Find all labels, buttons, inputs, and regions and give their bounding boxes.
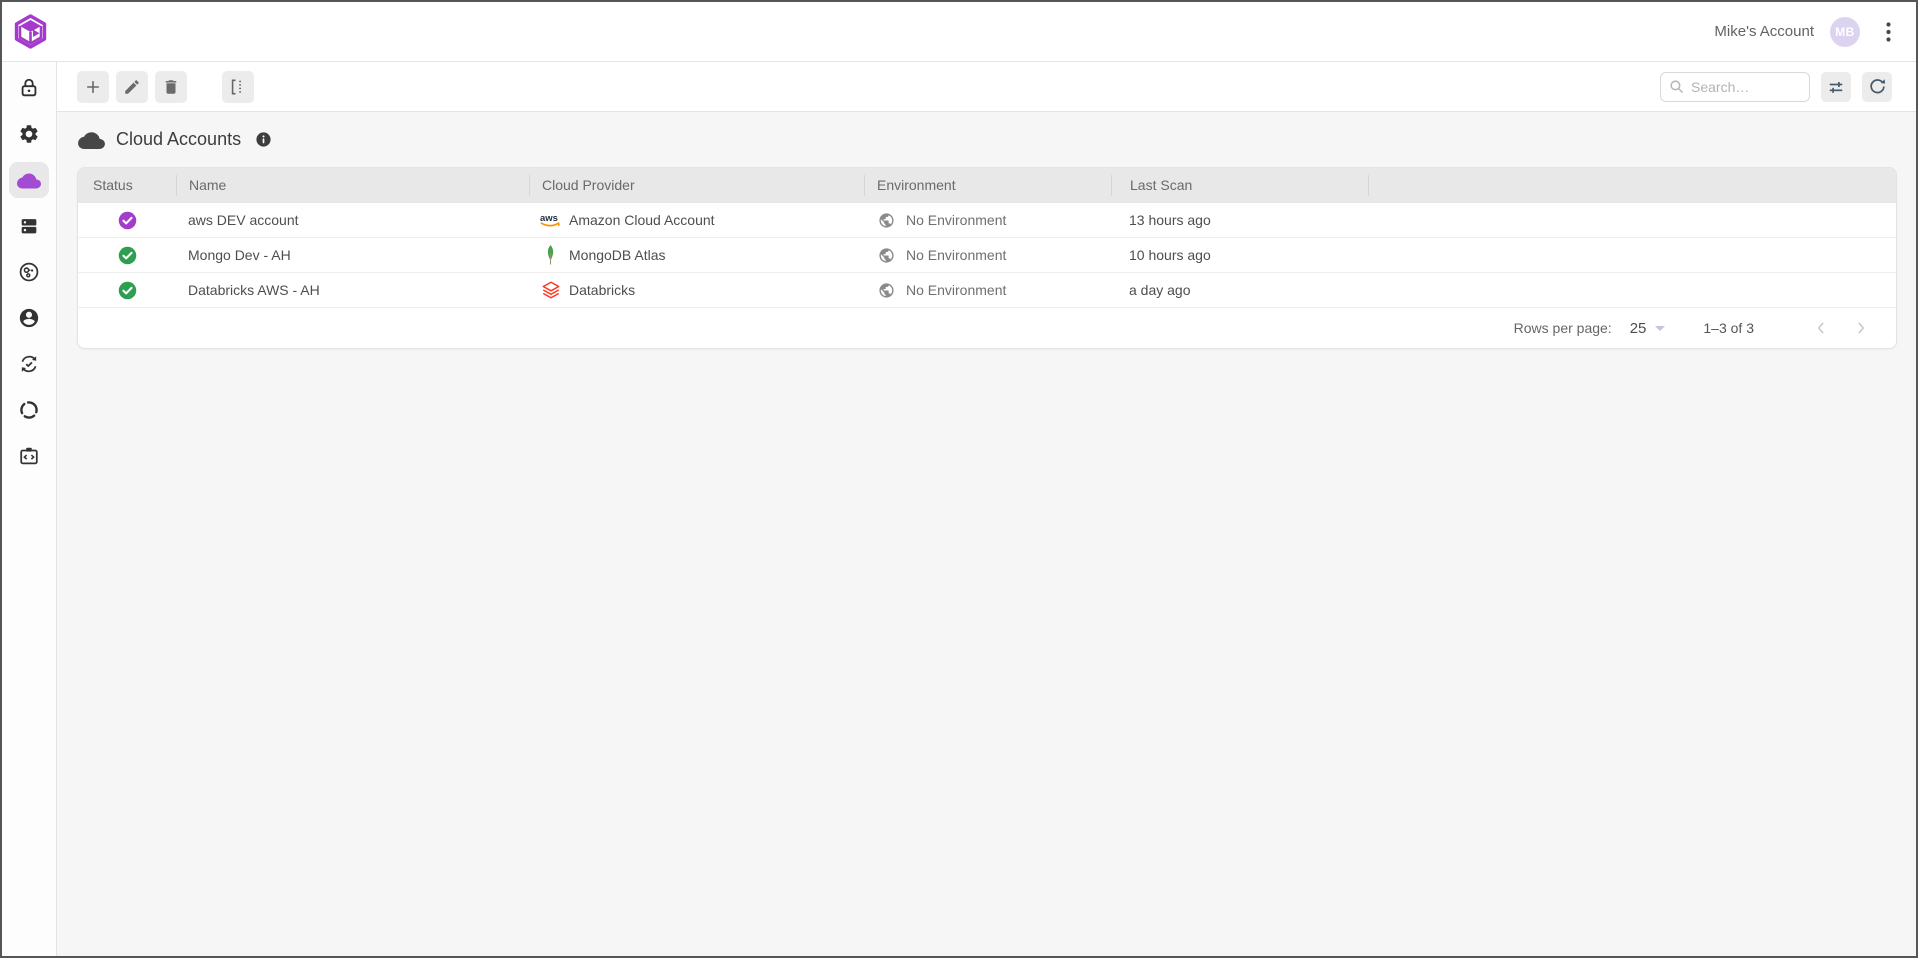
sidebar-item-data-preview[interactable] — [9, 254, 49, 290]
refresh-icon — [1868, 77, 1887, 96]
lock-icon — [18, 77, 40, 99]
account-name: Mike's Account — [1714, 23, 1814, 40]
add-icon — [83, 77, 103, 97]
mongodb-leaf-icon — [539, 245, 562, 265]
filter-button[interactable] — [1821, 71, 1851, 102]
content-area: Cloud Accounts Status Name Cloud — [57, 112, 1916, 956]
globe-icon — [878, 247, 895, 264]
svg-text:aws: aws — [540, 213, 558, 224]
cloud-icon — [78, 130, 105, 149]
account-name-cell: Mongo Dev - AH — [188, 247, 291, 263]
databricks-layers-icon — [539, 280, 562, 300]
sidebar-item-scans[interactable] — [9, 392, 49, 428]
edit-button[interactable] — [116, 70, 148, 103]
column-header-name[interactable]: Name — [176, 175, 529, 196]
sidebar-item-users[interactable] — [9, 300, 49, 336]
sidebar-item-settings[interactable] — [9, 116, 49, 152]
rows-per-page-value: 25 — [1629, 319, 1647, 337]
previous-page-button[interactable] — [1808, 315, 1834, 341]
cloud-accounts-table: Status Name Cloud Provider Environment L… — [77, 167, 1897, 349]
status-ok-icon — [117, 210, 138, 231]
search-input[interactable] — [1660, 71, 1810, 102]
sidebar-nav — [2, 62, 57, 956]
rows-per-page-label: Rows per page: — [1513, 320, 1612, 336]
top-bar: Mike's Account MB — [2, 2, 1916, 62]
delete-button[interactable] — [155, 70, 187, 103]
next-page-button[interactable] — [1848, 315, 1874, 341]
column-panel-icon — [228, 77, 248, 97]
edit-pencil-icon — [123, 78, 141, 96]
settings-gear-icon — [18, 123, 40, 145]
provider-name: MongoDB Atlas — [569, 247, 666, 263]
globe-icon — [878, 282, 895, 299]
last-scan-cell: 13 hours ago — [1129, 212, 1211, 228]
cloud-icon — [17, 171, 41, 189]
tune-filter-icon — [1826, 77, 1846, 97]
chevron-down-icon — [1655, 325, 1666, 331]
status-ok-icon — [117, 280, 138, 301]
code-box-icon — [18, 445, 40, 467]
table-row[interactable]: Databricks AWS - AH Databricks — [78, 273, 1896, 308]
column-header-empty — [1368, 175, 1896, 196]
delete-trash-icon — [162, 78, 180, 96]
sidebar-item-lock[interactable] — [9, 70, 49, 106]
last-scan-cell: 10 hours ago — [1129, 247, 1211, 263]
add-button[interactable] — [77, 70, 109, 103]
table-row[interactable]: aws DEV account aws Amazon Cloud Account — [78, 203, 1896, 238]
manage-columns-button[interactable] — [222, 70, 254, 103]
globe-icon — [878, 212, 895, 229]
sidebar-item-sync[interactable] — [9, 346, 49, 382]
aws-icon: aws — [539, 212, 562, 228]
progress-circle-icon — [18, 399, 40, 421]
environment-label: No Environment — [906, 282, 1007, 298]
pagination-range: 1–3 of 3 — [1703, 320, 1754, 336]
column-header-status[interactable]: Status — [93, 177, 133, 193]
sync-check-icon — [18, 353, 40, 375]
user-icon — [18, 307, 40, 329]
sidebar-item-cloud-accounts[interactable] — [9, 162, 49, 198]
sidebar-item-datastores[interactable] — [9, 208, 49, 244]
environment-label: No Environment — [906, 212, 1007, 228]
column-header-environment[interactable]: Environment — [864, 175, 1111, 196]
search-box — [1660, 71, 1810, 102]
chevron-left-icon — [1814, 321, 1828, 335]
last-scan-cell: a day ago — [1129, 282, 1191, 298]
datastores-icon — [18, 215, 40, 237]
chevron-right-icon — [1854, 321, 1868, 335]
provider-name: Amazon Cloud Account — [569, 212, 715, 228]
refresh-button[interactable] — [1862, 71, 1892, 102]
info-icon[interactable] — [255, 131, 272, 148]
page-title: Cloud Accounts — [116, 129, 242, 149]
provider-name: Databricks — [569, 282, 636, 298]
toolbar — [57, 62, 1916, 112]
avatar[interactable]: MB — [1830, 16, 1860, 47]
status-ok-icon — [117, 245, 138, 266]
column-header-provider[interactable]: Cloud Provider — [529, 175, 864, 196]
table-header-row: Status Name Cloud Provider Environment L… — [78, 168, 1896, 203]
sidebar-item-integrations[interactable] — [9, 438, 49, 474]
account-name-cell: aws DEV account — [188, 212, 299, 228]
column-header-last-scan[interactable]: Last Scan — [1111, 175, 1368, 196]
kebab-menu-icon[interactable] — [1876, 16, 1900, 48]
page-title-row: Cloud Accounts — [78, 129, 1897, 150]
account-name-cell: Databricks AWS - AH — [188, 282, 320, 298]
environment-label: No Environment — [906, 247, 1007, 263]
pagination-bar: Rows per page: 25 1–3 of 3 — [78, 308, 1896, 348]
hex-cube-logo[interactable] — [14, 14, 47, 49]
rows-per-page-select[interactable]: 25 — [1630, 320, 1666, 337]
table-row[interactable]: Mongo Dev - AH MongoDB Atlas — [78, 238, 1896, 273]
search-icon — [1668, 78, 1685, 100]
data-mask-face-icon — [18, 261, 40, 283]
